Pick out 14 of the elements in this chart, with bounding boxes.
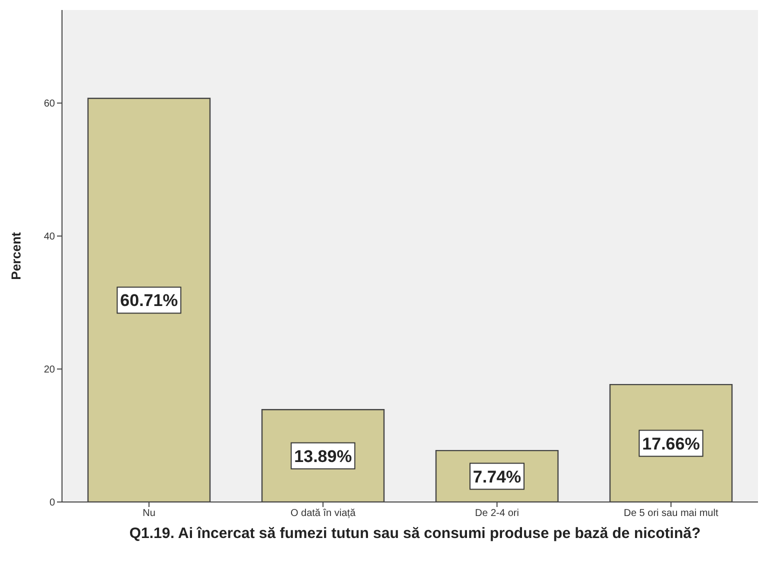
data-label: 7.74% bbox=[472, 467, 522, 486]
x-tick-label: Nu bbox=[142, 508, 156, 520]
data-label: 13.89% bbox=[294, 446, 352, 466]
x-tick-label: De 2-4 ori bbox=[475, 508, 519, 520]
y-tick-label: 0 bbox=[49, 498, 56, 509]
data-label: 60.71% bbox=[120, 291, 178, 310]
y-tick-label: 20 bbox=[44, 364, 56, 376]
data-label: 17.66% bbox=[642, 434, 700, 454]
x-axis-title: Q1.19. Ai încercat să fumezi tutun sau să consumi produse pe bază de nicotină? bbox=[128, 525, 702, 542]
y-tick-label: 40 bbox=[44, 232, 56, 243]
x-tick-label: De 5 ori sau mai mult bbox=[624, 508, 718, 520]
y-tick-label: 60 bbox=[44, 98, 56, 110]
y-axis-title: Percent bbox=[8, 231, 24, 280]
x-tick-label: O dată în viață bbox=[290, 508, 356, 520]
